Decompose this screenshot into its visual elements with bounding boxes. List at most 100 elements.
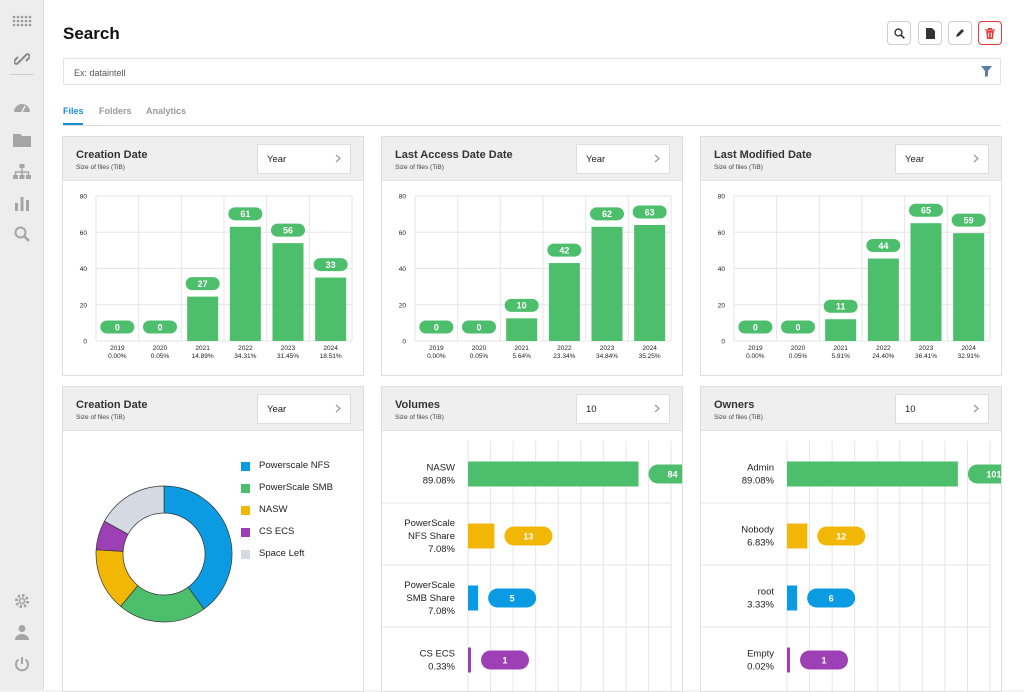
toolbar-document-button[interactable] (918, 21, 942, 45)
settings-icon[interactable] (11, 590, 33, 612)
bar (825, 319, 857, 341)
x-percent-label: 32.91% (958, 353, 980, 360)
select-value: 10 (905, 404, 916, 415)
y-tick-label: 80 (399, 194, 407, 201)
tab-folders[interactable]: Folders (99, 106, 132, 116)
search-icon (893, 27, 905, 39)
bar-value-label: 65 (921, 205, 931, 215)
panel-title: Creation Date (76, 399, 148, 411)
x-percent-label: 14.89% (192, 353, 214, 360)
category-label: 6.83% (747, 538, 774, 549)
bar-value-pill (419, 320, 454, 334)
top-n-select[interactable]: 10 (576, 394, 670, 424)
folder-icon[interactable] (11, 129, 33, 151)
category-label: 7.08% (428, 544, 455, 555)
panel-subtitle: Size of files (TiB) (76, 164, 125, 171)
x-percent-label: 23.34% (553, 353, 575, 360)
x-percent-label: 0.05% (151, 353, 170, 360)
chevron-right-icon (335, 154, 341, 163)
bar-chart-icon[interactable] (11, 192, 33, 214)
x-tick-label: 2020 (153, 345, 168, 352)
granularity-select[interactable]: Year (895, 144, 989, 174)
x-percent-label: 0.00% (108, 353, 127, 360)
bar-value-label: 62 (602, 209, 612, 219)
category-label: 0.02% (747, 662, 774, 673)
search-input[interactable] (72, 63, 956, 82)
granularity-select[interactable]: Year (257, 394, 351, 424)
x-tick-label: 2021 (195, 345, 210, 352)
y-tick-label: 0 (83, 339, 87, 346)
category-label: 89.08% (423, 476, 456, 487)
trash-icon (985, 27, 995, 39)
bar (953, 233, 985, 341)
legend-label: Space Left (259, 548, 305, 559)
grid-dots-icon[interactable] (11, 10, 33, 32)
toolbar-delete-button[interactable] (978, 21, 1002, 45)
category-label: NASW (427, 463, 456, 474)
y-tick-label: 40 (399, 266, 407, 273)
y-tick-label: 80 (80, 194, 88, 201)
bar-value-pill (781, 320, 815, 334)
document-icon (925, 27, 935, 39)
filter-icon[interactable] (981, 66, 992, 77)
category-label: Nobody (741, 525, 774, 536)
legend-swatch (241, 506, 250, 515)
bar-value-pill (909, 203, 943, 217)
tab-files[interactable]: Files (63, 106, 84, 116)
select-value: 10 (586, 404, 597, 415)
select-value: Year (267, 154, 287, 165)
bar-value-pill (462, 320, 496, 334)
x-percent-label: 35.25% (639, 353, 661, 360)
bar (468, 523, 495, 549)
legend-swatch (241, 484, 250, 493)
y-tick-label: 20 (80, 302, 88, 309)
bar-value-label: 61 (240, 209, 250, 219)
bar (272, 243, 304, 341)
bar-value-label: 0 (157, 322, 162, 332)
bar (787, 647, 790, 673)
user-icon[interactable] (11, 621, 33, 643)
bar-value-label: 0 (115, 322, 120, 332)
bar (787, 461, 958, 487)
legend-label: CS ECS (259, 526, 295, 537)
dashboard-gauge-icon[interactable] (11, 96, 33, 118)
power-icon[interactable] (11, 653, 33, 675)
hierarchy-icon[interactable] (11, 161, 33, 183)
link-icon[interactable] (11, 48, 33, 70)
x-percent-label: 34.84% (596, 353, 618, 360)
bar-value-label: 10 (517, 301, 527, 311)
granularity-select[interactable]: Year (257, 144, 351, 174)
toolbar-search-button[interactable] (887, 21, 911, 45)
bar-value-label: 44 (878, 241, 888, 251)
chevron-right-icon (973, 404, 979, 413)
bar-value-pill (313, 258, 348, 272)
tab-analytics[interactable]: Analytics (146, 106, 187, 116)
y-tick-label: 60 (718, 230, 726, 237)
bar-value-label: 0 (753, 322, 758, 332)
legend-label: Powerscale NFS (259, 460, 330, 471)
x-tick-label: 2019 (110, 345, 125, 352)
bar (468, 461, 639, 487)
bar (506, 318, 538, 341)
top-n-select[interactable]: 10 (895, 394, 989, 424)
x-percent-label: 0.00% (427, 353, 446, 360)
category-label: SMB Share (406, 593, 455, 604)
bar-value-label: 56 (283, 225, 293, 235)
x-percent-label: 36.41% (915, 353, 937, 360)
bar (634, 225, 666, 341)
panel-title: Volumes (395, 399, 441, 411)
panel-title: Creation Date (76, 149, 148, 161)
x-percent-label: 24.40% (872, 353, 894, 360)
toolbar-edit-button[interactable] (948, 21, 972, 45)
search-icon[interactable] (11, 223, 33, 245)
bar-value-label: 0 (476, 322, 481, 332)
search-bar (63, 58, 1001, 85)
tab-bar: Files Folders Analytics (63, 104, 1001, 126)
bar-value-pill (185, 277, 220, 291)
bar-value-pill (590, 207, 624, 221)
x-tick-label: 2022 (876, 345, 891, 352)
granularity-select[interactable]: Year (576, 144, 670, 174)
x-tick-label: 2021 (833, 345, 848, 352)
